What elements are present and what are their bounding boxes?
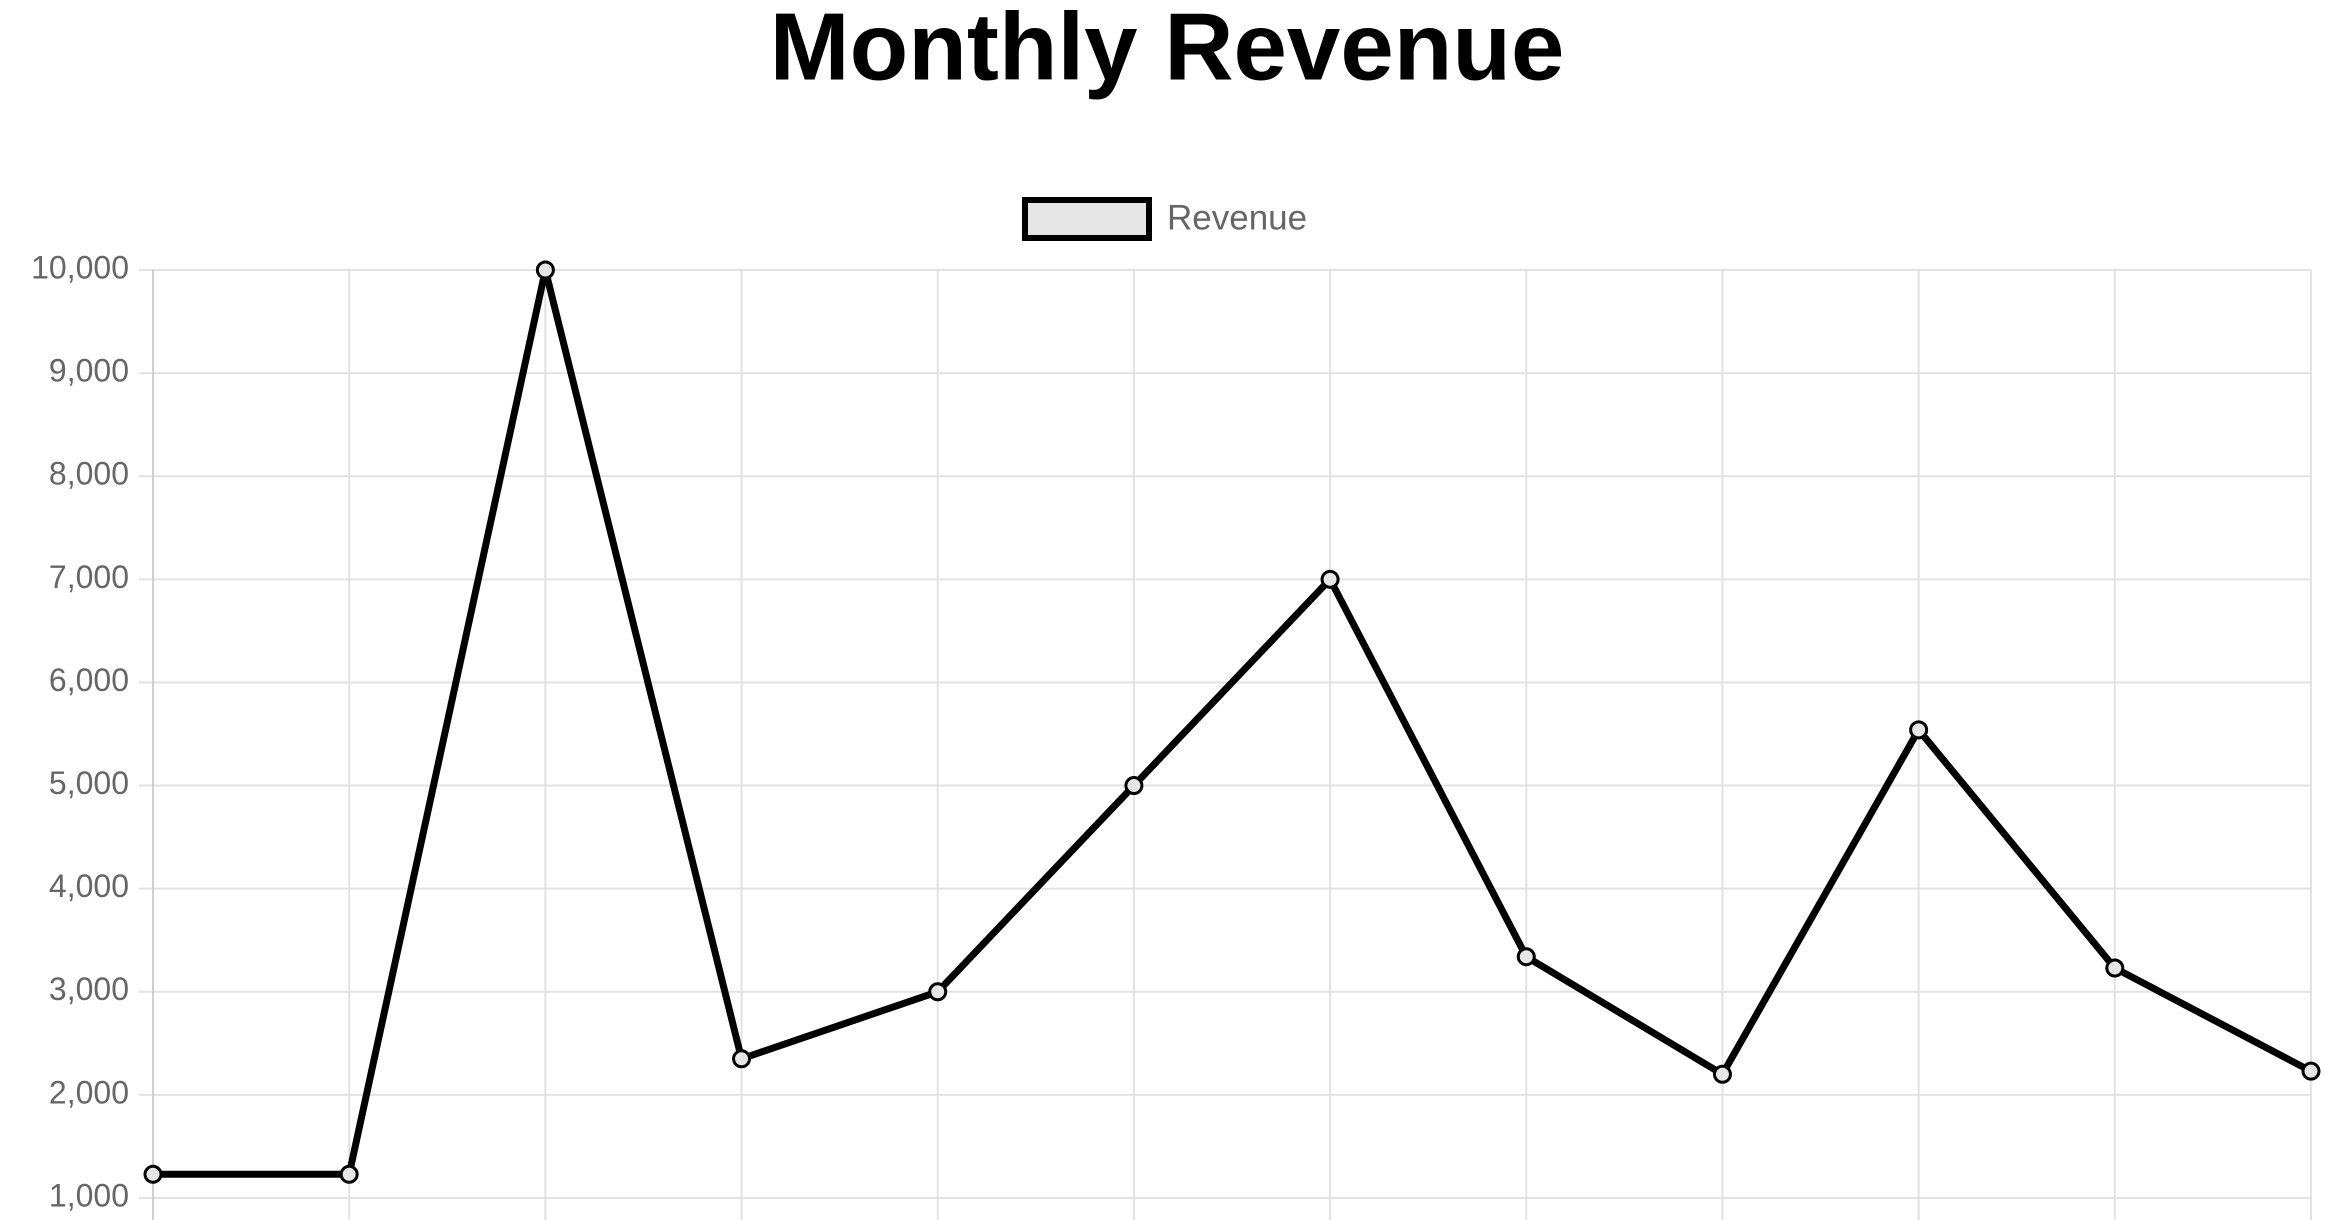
point [1516, 947, 1536, 967]
y-tick-label: 5,000 [49, 765, 129, 801]
point [928, 982, 948, 1002]
point [1909, 720, 1929, 740]
y-tick-label: 9,000 [49, 353, 129, 389]
chart-title: Monthly Revenue [770, 0, 1565, 100]
y-tick-label: 4,000 [49, 868, 129, 904]
y-tick-label: 2,000 [49, 1074, 129, 1110]
y-tick-label: 7,000 [49, 559, 129, 595]
y-tick-label: 1,000 [49, 1177, 129, 1213]
y-tick-label: 10,000 [31, 249, 129, 285]
point [2301, 1061, 2321, 1081]
y-tick-label: 8,000 [49, 456, 129, 492]
y-tick-label: 6,000 [49, 662, 129, 698]
point [1320, 569, 1340, 589]
point [1124, 776, 1144, 796]
point [143, 1164, 163, 1184]
point [535, 260, 555, 280]
point [732, 1049, 752, 1069]
line [153, 266, 2313, 1178]
legend-swatch [1022, 197, 1152, 241]
point [1712, 1064, 1732, 1084]
legend-label: Revenue [1167, 198, 1307, 237]
y-tick-label: 3,000 [49, 971, 129, 1007]
point [339, 1164, 359, 1184]
point [2105, 958, 2125, 978]
